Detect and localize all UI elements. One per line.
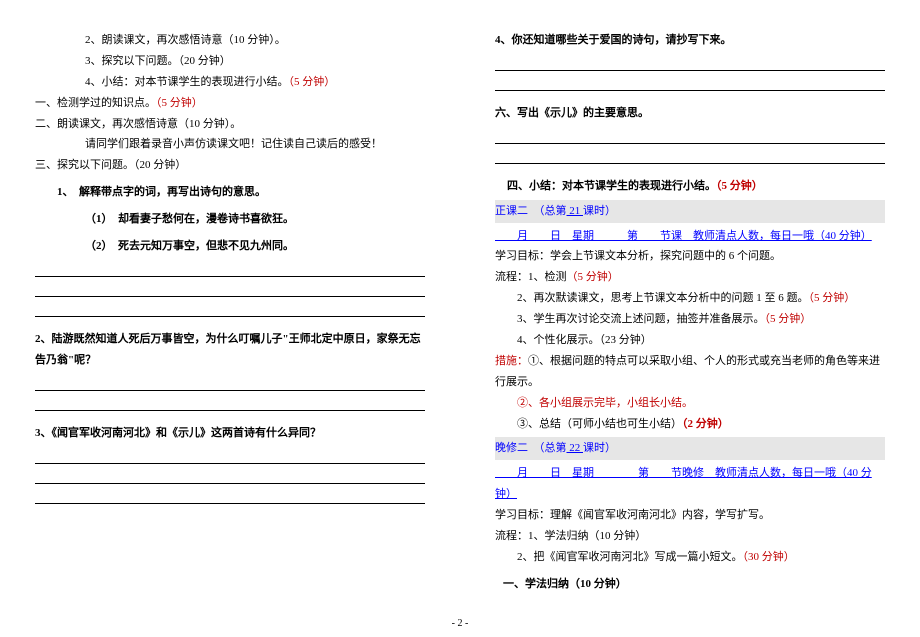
- goal: 学习目标：理解《闻官军收河南河北》内容，学写扩写。: [495, 505, 885, 526]
- section-header: 正课二 （总第 21 课时）: [495, 200, 885, 223]
- meta-line: 月 日 星期 第 节晚修 教师清点人数，每日一哦（40 分钟）: [495, 463, 885, 505]
- flow-item: 2、再次默读课文，思考上节课文本分析中的问题 1 至 6 题。（5 分钟）: [495, 288, 885, 309]
- answer-line: [495, 130, 885, 144]
- heading: 一、学法归纳（10 分钟）: [495, 574, 885, 595]
- answer-line: [495, 57, 885, 71]
- answer-line: [35, 470, 425, 484]
- answer-line: [35, 303, 425, 317]
- body-text: 请同学们跟着录音小声仿读课文吧！记住读自己读后的感受！: [35, 134, 425, 155]
- measure-item: ②、各小组展示完毕，小组长小结。: [495, 393, 885, 414]
- flow-item: 2、把《闻官军收河南河北》写成一篇小短文。（30 分钟）: [495, 547, 885, 568]
- list-item: 3、探究以下问题。（20 分钟）: [35, 51, 425, 72]
- answer-line: [35, 450, 425, 464]
- question: 2、陆游既然知道人死后万事皆空，为什么叮嘱儿子"王师北定中原日，家祭无忘告乃翁"…: [35, 329, 425, 371]
- flow-item: 4、个性化展示。（23 分钟）: [495, 330, 885, 351]
- section-header: 晚修二 （总第 22 课时）: [495, 437, 885, 460]
- question: 1、 解释带点字的词，再写出诗句的意思。: [35, 182, 425, 203]
- question: 3、《闻官军收河南河北》和《示儿》这两首诗有什么异同？: [35, 423, 425, 444]
- measure-item: 措施：①、根据问题的特点可以采取小组、个人的形式或充当老师的角色等来进行展示。: [495, 351, 885, 393]
- question-sub: （1） 却看妻子愁何在，漫卷诗书喜欲狂。: [35, 209, 425, 230]
- heading: 三、探究以下问题。（20 分钟）: [35, 155, 425, 176]
- question: 4、你还知道哪些关于爱国的诗句，请抄写下来。: [495, 30, 885, 51]
- meta-line: 月 日 星期 第 节课 教师清点人数，每日一哦（40 分钟）: [495, 226, 885, 247]
- answer-line: [35, 490, 425, 504]
- heading: 四、小结：对本节课学生的表现进行小结。（5 分钟）: [495, 176, 885, 197]
- flow-item: 流程：1、检测（5 分钟）: [495, 267, 885, 288]
- question: 六、写出《示儿》的主要意思。: [495, 103, 885, 124]
- list-item: 4、小结：对本节课学生的表现进行小结。（5 分钟）: [35, 72, 425, 93]
- answer-line: [35, 377, 425, 391]
- list-item: 2、朗读课文，再次感悟诗意（10 分钟）。: [35, 30, 425, 51]
- flow-item: 3、学生再次讨论交流上述问题，抽签并准备展示。（5 分钟）: [495, 309, 885, 330]
- heading: 二、朗读课文，再次感悟诗意（10 分钟）。: [35, 114, 425, 135]
- goal: 学习目标：学会上节课文本分析，探究问题中的 6 个问题。: [495, 246, 885, 267]
- answer-line: [495, 150, 885, 164]
- question-sub: （2） 死去元知万事空，但悲不见九州同。: [35, 236, 425, 257]
- answer-line: [35, 397, 425, 411]
- flow-item: 流程：1、学法归纳（10 分钟）: [495, 526, 885, 547]
- heading: 一、检测学过的知识点。（5 分钟）: [35, 93, 425, 114]
- answer-line: [35, 283, 425, 297]
- measure-item: ③、总结（可师小结也可生小结）（2 分钟）: [495, 414, 885, 435]
- answer-line: [495, 77, 885, 91]
- answer-line: [35, 263, 425, 277]
- page-number: - 2 -: [0, 618, 920, 629]
